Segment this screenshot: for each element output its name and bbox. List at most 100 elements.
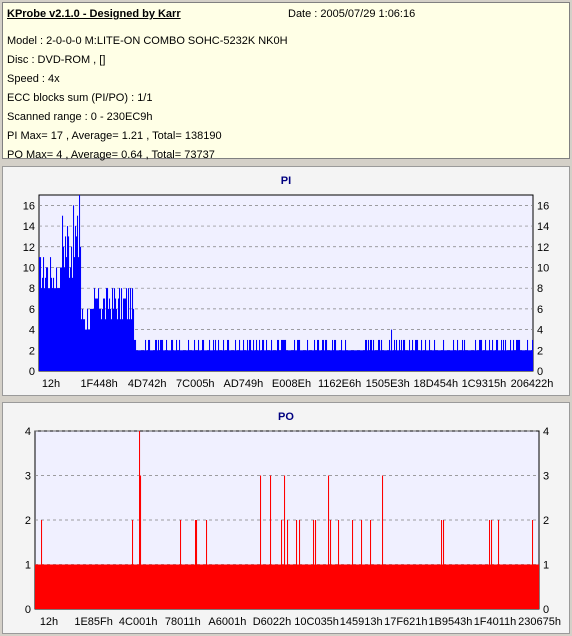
- po-bar: [94, 564, 96, 609]
- pi-bar: [132, 288, 134, 371]
- pi-bar: [247, 339, 249, 371]
- pi-bar: [123, 298, 125, 371]
- pi-bar: [153, 350, 155, 371]
- pi-bar: [371, 339, 373, 371]
- po-summary-line: PO Max= 4 , Average= 0.64 , Total= 73737: [7, 149, 215, 161]
- pi-bar: [413, 350, 415, 371]
- po-bar: [188, 564, 190, 609]
- pi-bar: [454, 350, 456, 371]
- po-bar: [458, 564, 460, 609]
- po-bar: [244, 564, 246, 609]
- pi-bar: [278, 339, 280, 371]
- po-bar: [270, 475, 272, 609]
- po-bar: [447, 564, 449, 609]
- pi-bar: [145, 339, 147, 371]
- po-bar: [163, 564, 165, 609]
- po-bar: [441, 520, 443, 609]
- pi-bar: [344, 350, 346, 371]
- pi-bar: [483, 350, 485, 371]
- po-bar: [42, 564, 44, 609]
- po-bar: [217, 564, 219, 609]
- po-bar: [262, 564, 264, 609]
- po-bar: [487, 564, 489, 609]
- po-bar: [321, 564, 323, 609]
- pi-bar: [358, 350, 360, 371]
- pi-bar: [481, 339, 483, 371]
- pi-bar: [366, 339, 368, 371]
- po-bar: [526, 564, 528, 609]
- pi-chart: PI 0 0 2 2 4 4 6 6 8 8 10 10 12 12 14 14 16 16 12h 1F448h 4D7…: [23, 175, 554, 390]
- pi-bar: [420, 350, 422, 371]
- po-bar: [72, 564, 74, 609]
- pi-bar: [208, 350, 210, 371]
- pi-bar: [496, 339, 498, 371]
- pi-xtick: E008Eh: [272, 378, 311, 390]
- pi-bar: [348, 350, 350, 371]
- pi-bar: [476, 350, 478, 371]
- pi-bar: [217, 350, 219, 371]
- pi-bar: [445, 350, 447, 371]
- po-bar: [166, 564, 168, 609]
- pi-bar: [219, 350, 221, 371]
- po-bar: [418, 564, 420, 609]
- pi-bar: [448, 350, 450, 371]
- pi-bar: [158, 339, 160, 371]
- pi-bar: [416, 339, 418, 371]
- pi-bar: [61, 267, 63, 371]
- po-bar: [307, 564, 309, 609]
- pi-bar: [446, 350, 448, 371]
- pi-bar: [391, 329, 393, 371]
- po-bar: [155, 564, 157, 609]
- po-bar: [427, 564, 429, 609]
- pi-bar: [314, 339, 316, 371]
- pi-bar: [84, 319, 86, 371]
- po-bar: [335, 564, 337, 609]
- po-bar: [529, 564, 531, 609]
- pi-bar: [388, 350, 390, 371]
- pi-bar: [477, 350, 479, 371]
- po-bar: [501, 564, 503, 609]
- pi-bar: [87, 308, 89, 371]
- pi-bar: [504, 350, 506, 371]
- po-bar: [432, 564, 434, 609]
- po-bar: [424, 564, 426, 609]
- pi-bar: [45, 277, 47, 371]
- pi-bar: [68, 236, 70, 371]
- pi-bar: [102, 308, 104, 371]
- po-bar: [76, 564, 78, 609]
- pi-bar: [165, 350, 167, 371]
- pi-bar: [48, 288, 50, 371]
- po-bar: [419, 564, 421, 609]
- pi-bar: [272, 350, 274, 371]
- po-bar: [102, 564, 104, 609]
- po-bar: [519, 564, 521, 609]
- po-bar: [415, 564, 417, 609]
- po-bar: [251, 564, 253, 609]
- po-bar: [304, 564, 306, 609]
- po-bar: [518, 564, 520, 609]
- po-bar: [268, 564, 270, 609]
- po-bar: [224, 564, 226, 609]
- pi-bar: [90, 308, 92, 371]
- po-bar: [83, 564, 85, 609]
- pi-bar: [368, 339, 370, 371]
- po-bar: [78, 564, 80, 609]
- po-bar: [412, 564, 414, 609]
- pi-bar: [362, 350, 364, 371]
- pi-bar: [64, 267, 66, 371]
- pi-bar: [318, 339, 320, 371]
- po-bar: [399, 564, 401, 609]
- pi-bar: [351, 350, 353, 371]
- pi-bar: [526, 350, 528, 371]
- po-bar: [214, 564, 216, 609]
- pi-bar: [305, 350, 307, 371]
- pi-bar: [506, 350, 508, 371]
- po-bar: [479, 564, 481, 609]
- po-bar: [125, 564, 127, 609]
- pi-bar: [376, 350, 378, 371]
- pi-bar: [379, 339, 381, 371]
- po-bar: [111, 564, 113, 609]
- po-bar: [227, 564, 229, 609]
- pi-bar: [77, 215, 79, 371]
- po-xtick: 1F4011h: [474, 616, 517, 628]
